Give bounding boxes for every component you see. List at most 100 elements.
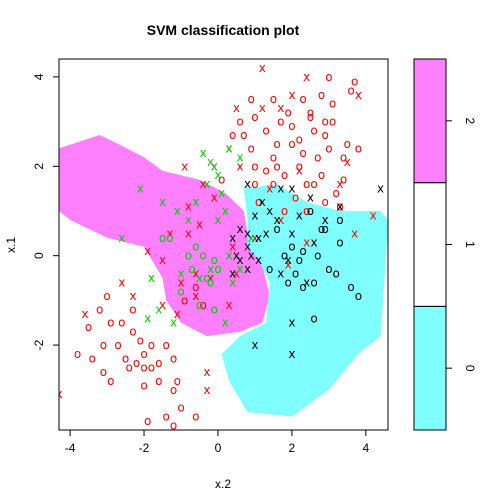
support-vector-point: x	[296, 208, 303, 222]
data-point: o	[325, 141, 332, 155]
support-vector-point: x	[203, 177, 210, 191]
support-vector-point: x	[288, 88, 295, 102]
data-point: o	[340, 173, 347, 187]
data-point: o	[163, 338, 170, 352]
x-tick-label: 2	[289, 441, 296, 455]
data-point: o	[307, 204, 314, 218]
data-point: o	[248, 141, 255, 155]
data-point: o	[303, 177, 310, 191]
y-tick-label: 2	[32, 163, 46, 170]
data-point: o	[333, 267, 340, 281]
support-vector-point: x	[303, 235, 310, 249]
data-point: o	[299, 280, 306, 294]
support-vector-point: x	[185, 226, 192, 240]
support-vector-point: x	[244, 226, 251, 240]
data-point: o	[318, 222, 325, 236]
support-vector-point: x	[303, 276, 310, 290]
data-point: o	[281, 249, 288, 263]
support-vector-point: x	[255, 231, 262, 245]
support-vector-point: x	[222, 204, 229, 218]
data-point: o	[100, 365, 107, 379]
support-vector-point: x	[244, 177, 251, 191]
data-point: o	[318, 168, 325, 182]
data-point: o	[203, 271, 210, 285]
data-point: o	[336, 200, 343, 214]
data-point: o	[322, 115, 329, 129]
support-vector-point: x	[177, 267, 184, 281]
data-point: o	[122, 352, 129, 366]
support-vector-point: x	[159, 298, 166, 312]
support-vector-point: x	[207, 262, 214, 276]
data-point: o	[174, 374, 181, 388]
data-point: o	[325, 262, 332, 276]
support-vector-point: x	[181, 159, 188, 173]
support-vector-point: x	[225, 249, 232, 263]
data-point: o	[89, 352, 96, 366]
x-tick-label: 0	[215, 441, 222, 455]
data-point: o	[148, 338, 155, 352]
data-point: o	[177, 284, 184, 298]
data-point: o	[296, 133, 303, 147]
data-point: o	[325, 70, 332, 84]
support-vector-point: x	[203, 365, 210, 379]
data-point: o	[126, 360, 133, 374]
support-vector-point: x	[255, 253, 262, 267]
support-vector-point: x	[259, 61, 266, 75]
support-vector-point: x	[244, 240, 251, 254]
data-point: o	[336, 213, 343, 227]
support-vector-point: x	[336, 200, 343, 214]
support-vector-point: x	[237, 253, 244, 267]
data-point: o	[170, 352, 177, 366]
support-vector-point: x	[159, 195, 166, 209]
data-point: o	[185, 249, 192, 263]
support-vector-point: x	[229, 276, 236, 290]
data-point: o	[288, 119, 295, 133]
support-vector-point: x	[155, 302, 162, 316]
support-vector-point: x	[288, 316, 295, 330]
data-point: o	[288, 240, 295, 254]
data-point: o	[140, 378, 147, 392]
support-vector-point: x	[237, 150, 244, 164]
data-point: o	[255, 195, 262, 209]
data-point: o	[166, 231, 173, 245]
support-vector-point: x	[207, 155, 214, 169]
support-vector-point: x	[225, 141, 232, 155]
data-point: o	[211, 253, 218, 267]
data-point: o	[336, 235, 343, 249]
support-vector-point: x	[259, 195, 266, 209]
support-vector-point: x	[192, 289, 199, 303]
data-point: o	[262, 124, 269, 138]
x-tick-label: 4	[362, 441, 369, 455]
data-point: o	[207, 276, 214, 290]
data-point: o	[211, 302, 218, 316]
x-tick-label: -2	[139, 441, 150, 455]
support-vector-point: x	[251, 208, 258, 222]
support-vector-point: x	[174, 204, 181, 218]
support-vector-point: x	[207, 271, 214, 285]
data-point: o	[148, 360, 155, 374]
support-vector-point: x	[285, 253, 292, 267]
legend-label-0: 0	[463, 365, 477, 372]
data-point: o	[310, 276, 317, 290]
support-vector-point: x	[229, 231, 236, 245]
support-vector-point: x	[233, 101, 240, 115]
data-point: o	[163, 410, 170, 424]
data-point: o	[140, 360, 147, 374]
support-vector-point: x	[214, 168, 221, 182]
support-vector-point: x	[322, 213, 329, 227]
support-vector-point: x	[229, 267, 236, 281]
data-point: o	[273, 137, 280, 151]
data-point: o	[299, 244, 306, 258]
data-point: o	[307, 106, 314, 120]
support-vector-point: x	[185, 200, 192, 214]
data-point: o	[129, 302, 136, 316]
data-point: o	[251, 159, 258, 173]
support-vector-point: x	[277, 101, 284, 115]
support-vector-point: x	[144, 311, 151, 325]
data-point: o	[192, 280, 199, 294]
support-vector-point: x	[218, 186, 225, 200]
support-vector-point: x	[277, 182, 284, 196]
data-point: o	[310, 311, 317, 325]
data-point: o	[310, 177, 317, 191]
